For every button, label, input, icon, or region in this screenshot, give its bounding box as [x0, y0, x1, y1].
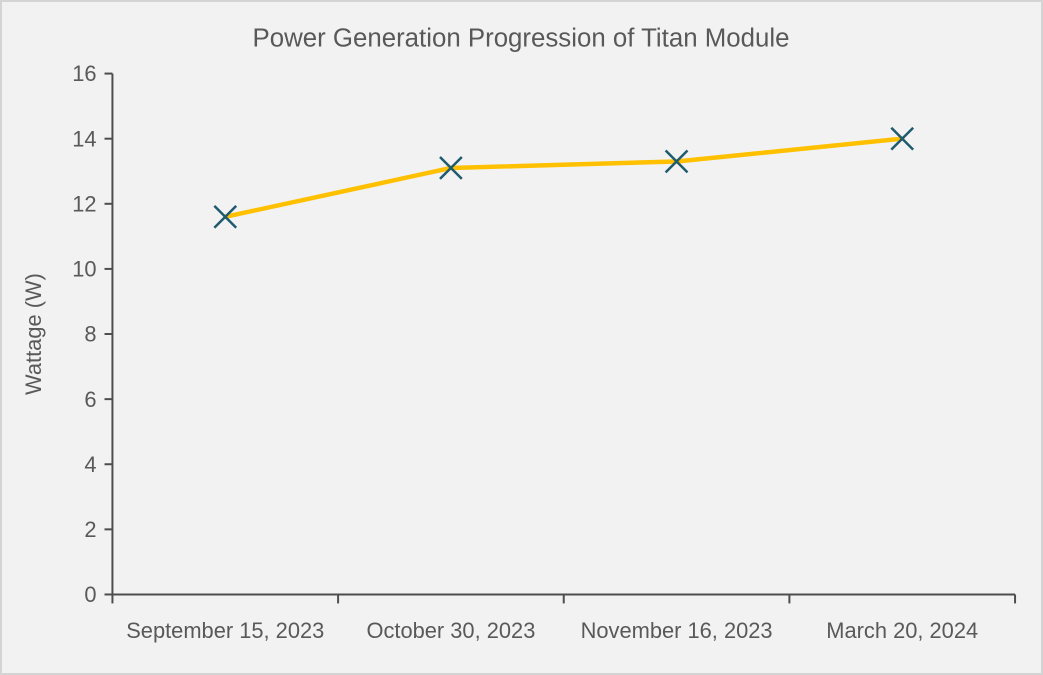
marker-stroke [664, 149, 689, 174]
data-point-marker [439, 156, 463, 180]
x-axis-ticks: September 15, 2023 October 30, 2023 Novemb… [111, 594, 1017, 643]
x-tick-label: November 16, 2023 [581, 618, 773, 643]
y-tick-label: 2 [84, 517, 96, 542]
y-axis-ticks: 0 2 4 6 8 10 12 14 16 [72, 61, 113, 607]
y-tick-label: 12 [72, 191, 96, 216]
y-tick-label: 10 [72, 257, 96, 282]
data-point-marker [890, 126, 915, 151]
y-tick-label: 14 [72, 126, 96, 151]
y-tick-label: 8 [84, 322, 96, 347]
x-tick-label: September 15, 2023 [126, 618, 324, 643]
chart-title: Power Generation Progression of Titan Mo… [253, 25, 790, 53]
y-tick-label: 6 [84, 387, 96, 412]
y-tick-label: 4 [84, 452, 96, 477]
marker-stroke [890, 126, 915, 151]
axes [111, 73, 1016, 596]
series-line [223, 136, 905, 220]
data-series [213, 126, 915, 229]
y-axis-label: Wattage (W) [21, 273, 46, 395]
data-point-marker [664, 149, 689, 174]
data-point-marker [213, 205, 238, 229]
y-tick-label: 16 [72, 61, 96, 86]
y-tick-label: 0 [84, 582, 96, 607]
x-tick-label: March 20, 2024 [826, 618, 978, 643]
x-tick-label: October 30, 2023 [366, 618, 535, 643]
marker-stroke [439, 156, 463, 180]
marker-stroke [213, 205, 238, 229]
